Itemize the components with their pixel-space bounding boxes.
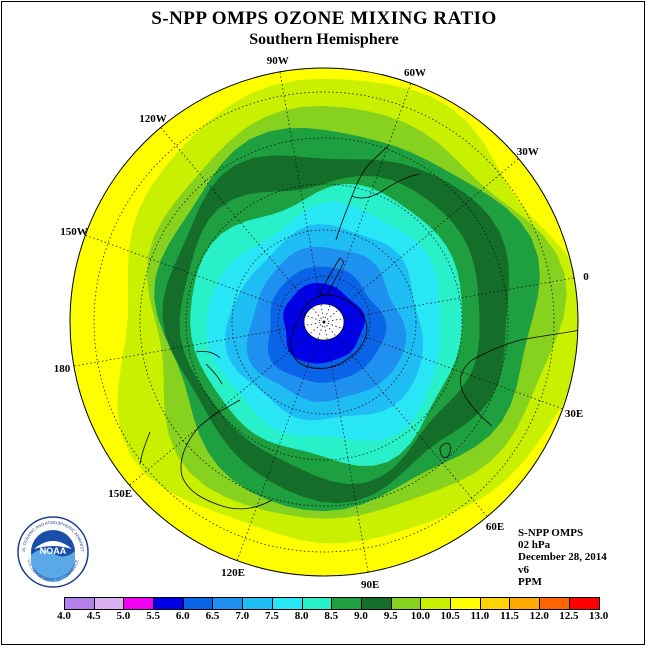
longitude-label: 30E bbox=[565, 408, 583, 420]
instrument-text: S-NPP OMPS bbox=[518, 527, 584, 539]
longitude-label: 150W bbox=[60, 226, 88, 238]
coastline-segment bbox=[205, 363, 223, 385]
coastline-segment bbox=[195, 350, 221, 359]
color-scale-swatch bbox=[421, 598, 451, 609]
color-scale-swatch bbox=[569, 598, 600, 609]
coastline-segment bbox=[290, 294, 368, 369]
longitude-label: 60E bbox=[486, 521, 504, 533]
color-scale-tick-label: 4.0 bbox=[57, 610, 71, 622]
page-title: S-NPP OMPS OZONE MIXING RATIO bbox=[151, 8, 497, 29]
longitude-label: 30W bbox=[517, 146, 539, 158]
color-scale-swatch bbox=[65, 598, 95, 609]
color-scale-swatch bbox=[183, 598, 214, 609]
logo-wordmark: NOAA bbox=[40, 546, 67, 556]
color-scale-tick-label: 6.5 bbox=[205, 610, 220, 622]
color-scale-tick-label: 7.5 bbox=[265, 610, 279, 622]
color-scale-swatch bbox=[540, 598, 570, 609]
color-scale-tick-label: 12.0 bbox=[529, 610, 549, 622]
color-scale-swatch bbox=[154, 598, 184, 609]
color-scale-tick-label: 8.5 bbox=[324, 610, 339, 622]
color-scale-tick-label: 12.5 bbox=[559, 610, 579, 622]
coastlines bbox=[139, 145, 578, 510]
version-text: v6 bbox=[518, 563, 529, 576]
color-scale-swatch bbox=[124, 598, 155, 609]
coastline-segment bbox=[335, 145, 389, 241]
longitude-label: 60W bbox=[404, 67, 426, 79]
longitude-label: 120W bbox=[139, 113, 167, 125]
coastline-segment bbox=[319, 257, 345, 297]
graticule bbox=[73, 71, 575, 573]
color-scale-swatch bbox=[243, 598, 273, 609]
latitude-circle bbox=[277, 275, 371, 369]
map-boundary bbox=[69, 67, 579, 577]
longitude-label: 90E bbox=[361, 579, 379, 591]
color-scale-tick-label: 5.0 bbox=[116, 610, 131, 622]
product-info: S-NPP OMPS 02 hPa December 28, 2014 v6 P… bbox=[518, 527, 607, 588]
coastline-segment bbox=[351, 173, 421, 199]
longitude-label: 0 bbox=[583, 271, 589, 283]
color-scale-swatch bbox=[302, 598, 333, 609]
longitude-label: 180 bbox=[54, 363, 71, 375]
units-text: PPM bbox=[518, 575, 542, 588]
noaa-logo: NOAA NATIONAL OCEANIC AND ATMOSPHERIC AD… bbox=[14, 511, 90, 589]
color-scale-tick-label: 10.0 bbox=[410, 610, 431, 622]
longitude-label: 90W bbox=[267, 55, 289, 67]
color-scale-tick-label: 8.0 bbox=[294, 610, 309, 622]
color-scale-tick-label: 9.5 bbox=[383, 610, 398, 622]
color-scale-swatch bbox=[391, 598, 422, 609]
longitude-labels: 90W 60W 30W 0 30E 60E 90E 120E 150E 180 150W 120W bbox=[54, 55, 590, 591]
color-scale-tick-label: 7.0 bbox=[235, 610, 250, 622]
color-scale-swatch bbox=[213, 598, 244, 609]
latitude-circle bbox=[139, 137, 509, 507]
color-scale-labels: 4.0 4.5 5.0 5.5 6.0 6.5 7.0 7.5 8.0 8.5 9.0 9.5 10.0… bbox=[0, 610, 648, 624]
color-scale-tick-label: 9.0 bbox=[354, 610, 368, 622]
color-scale-tick-label: 11.0 bbox=[470, 610, 490, 622]
longitude-label: 150E bbox=[108, 488, 132, 500]
color-scale-tick-label: 5.5 bbox=[146, 610, 160, 622]
color-scale-tick-label: 6.0 bbox=[175, 610, 190, 622]
coastline-segment bbox=[180, 399, 273, 510]
color-scale-swatch bbox=[510, 598, 540, 609]
color-scale-tick-label: 10.5 bbox=[440, 610, 460, 622]
page-subtitle: Southern Hemisphere bbox=[249, 31, 399, 48]
color-scale-swatch bbox=[450, 598, 481, 609]
color-scale-swatch bbox=[480, 598, 511, 609]
latitude-circle bbox=[185, 183, 463, 461]
color-scale-tick-label: 4.5 bbox=[86, 610, 101, 622]
color-scale-tick-label: 11.5 bbox=[500, 610, 519, 622]
color-scale-tick-label: 13.0 bbox=[588, 610, 609, 622]
pressure-level-text: 02 hPa bbox=[518, 539, 551, 552]
color-scale-swatch bbox=[272, 598, 303, 609]
color-scale-bar bbox=[64, 597, 601, 610]
color-scale-swatch bbox=[332, 598, 362, 609]
color-scale-swatch bbox=[94, 598, 125, 609]
color-scale-swatch bbox=[361, 598, 392, 609]
coastline-segment bbox=[460, 329, 578, 427]
latitude-circle bbox=[93, 91, 555, 553]
longitude-label: 120E bbox=[221, 567, 245, 579]
date-text: December 28, 2014 bbox=[518, 551, 607, 564]
coastline-segment bbox=[439, 442, 451, 458]
latitude-circle bbox=[231, 229, 417, 415]
